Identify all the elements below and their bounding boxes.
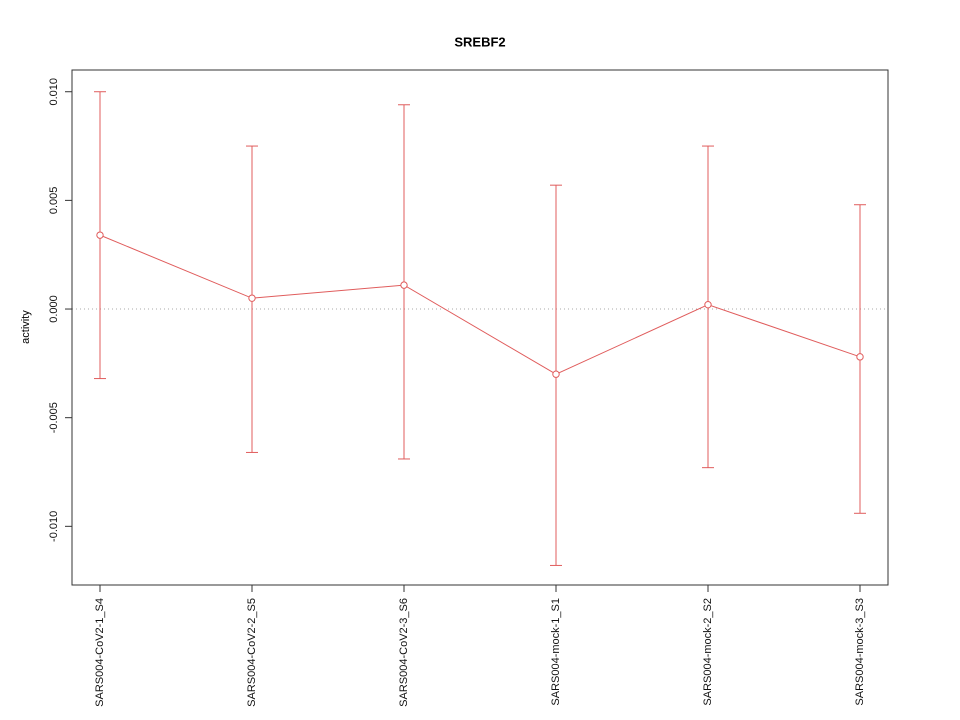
y-tick-label: -0.005 (48, 402, 60, 433)
y-tick-label: -0.010 (48, 511, 60, 542)
plot-border (71, 69, 889, 586)
series-line (99, 234, 861, 375)
y-tick-label: 0.005 (48, 187, 60, 215)
data-point (552, 370, 560, 378)
x-tick-label: SARS004-mock-1_S1 (550, 598, 562, 706)
data-point (856, 353, 864, 361)
x-tick-label: SARS004-CoV2-3_S6 (398, 598, 410, 707)
y-tick-label: 0.000 (48, 295, 60, 323)
data-point (96, 231, 104, 239)
x-tick-label: SARS004-mock-3_S3 (854, 598, 866, 706)
x-tick-label: SARS004-CoV2-2_S5 (246, 598, 258, 707)
x-tick-label: SARS004-mock-2_S2 (702, 598, 714, 706)
chart-title: SREBF2 (454, 34, 506, 50)
x-tick-label: SARS004-CoV2-1_S4 (94, 598, 106, 707)
data-point (704, 300, 712, 309)
data-point (400, 281, 408, 289)
y-tick-label: 0.010 (48, 78, 60, 106)
data-point (248, 294, 256, 302)
